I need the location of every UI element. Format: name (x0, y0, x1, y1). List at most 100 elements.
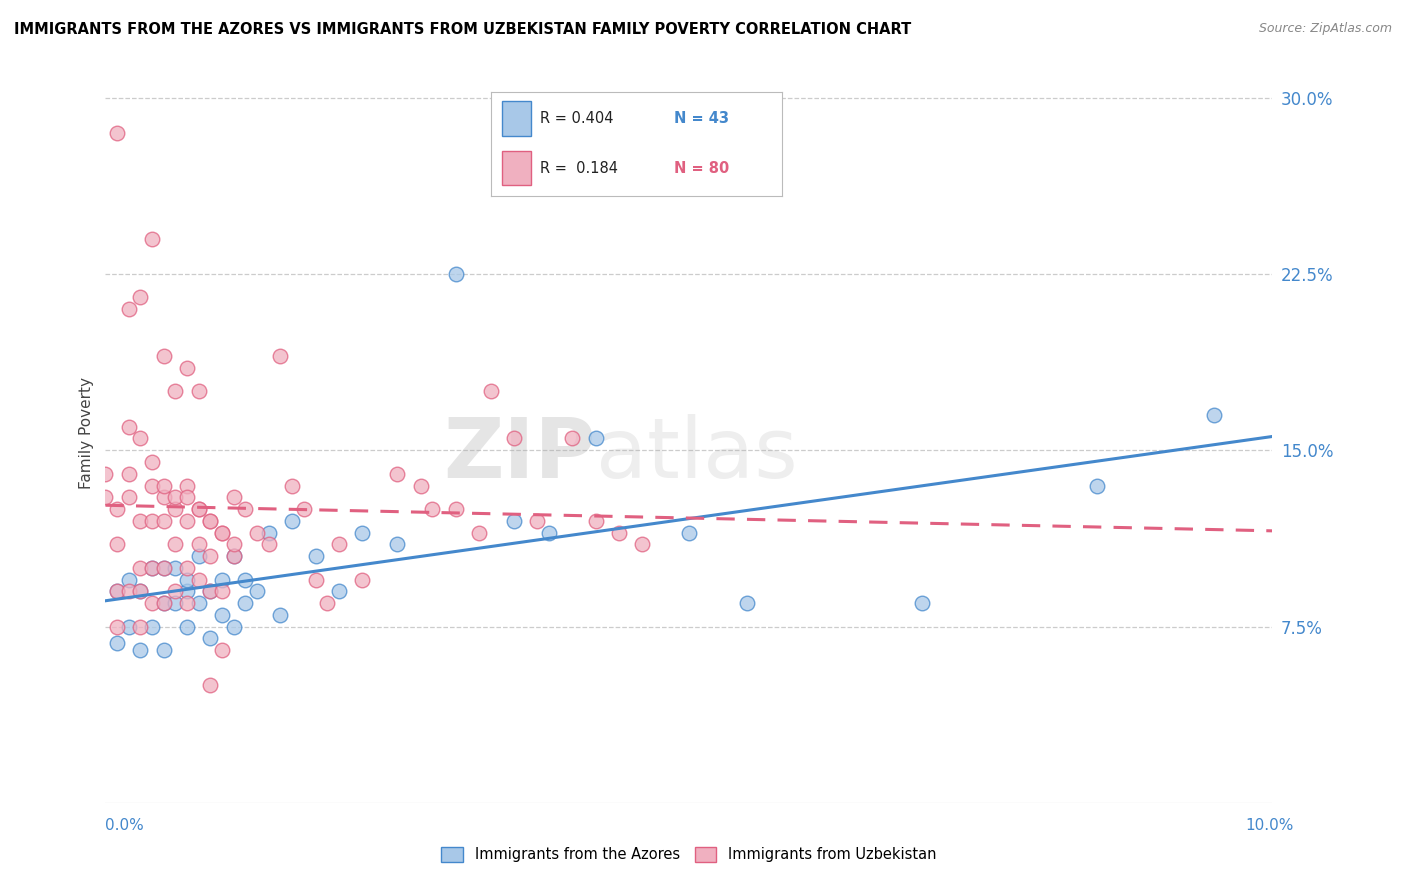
Point (187, 537, 209, 551)
Point (211, 643, 233, 657)
Point (176, 478, 198, 492)
Point (911, 596, 934, 610)
Point (118, 619, 141, 633)
Point (304, 573, 326, 587)
Point (304, 549, 326, 563)
Point (153, 514, 174, 528)
Point (165, 384, 187, 399)
Point (165, 561, 187, 575)
Point (176, 573, 198, 587)
Point (129, 643, 152, 657)
Point (281, 514, 304, 528)
Point (153, 349, 174, 363)
Point (129, 514, 152, 528)
Point (352, 525, 374, 540)
Point (176, 619, 198, 633)
Point (153, 561, 174, 575)
Point (165, 490, 187, 504)
Point (222, 537, 245, 551)
Point (246, 584, 269, 599)
Point (737, 596, 759, 610)
Point (153, 596, 174, 610)
Point (118, 584, 141, 599)
Point (176, 596, 198, 610)
Point (153, 561, 174, 575)
Point (129, 561, 152, 575)
Point (385, 537, 409, 551)
Point (129, 619, 152, 633)
Point (165, 537, 187, 551)
Text: Source: ZipAtlas.com: Source: ZipAtlas.com (1258, 22, 1392, 36)
Point (211, 525, 233, 540)
Point (409, 478, 432, 492)
Point (631, 537, 654, 551)
Point (211, 525, 233, 540)
Point (222, 619, 245, 633)
Point (118, 467, 141, 481)
Text: atlas: atlas (596, 414, 797, 495)
Point (153, 643, 174, 657)
Point (200, 678, 222, 692)
Y-axis label: Family Poverty: Family Poverty (79, 376, 94, 489)
Point (607, 525, 630, 540)
Point (105, 619, 128, 633)
Point (444, 502, 467, 516)
Point (176, 514, 198, 528)
Point (187, 596, 209, 610)
Point (129, 584, 152, 599)
Point (94, 490, 117, 504)
Point (165, 502, 187, 516)
Text: IMMIGRANTS FROM THE AZORES VS IMMIGRANTS FROM UZBEKISTAN FAMILY POVERTY CORRELAT: IMMIGRANTS FROM THE AZORES VS IMMIGRANTS… (14, 22, 911, 37)
Point (292, 502, 315, 516)
Point (537, 525, 560, 540)
Point (141, 561, 163, 575)
Point (257, 537, 280, 551)
Point (105, 537, 128, 551)
Point (187, 549, 209, 563)
Point (141, 619, 163, 633)
Point (105, 502, 128, 516)
Point (257, 525, 280, 540)
Point (141, 232, 163, 246)
Point (129, 432, 152, 446)
Point (118, 490, 141, 504)
Point (585, 432, 607, 446)
Point (235, 573, 257, 587)
Point (585, 514, 607, 528)
Point (105, 636, 128, 650)
Point (141, 514, 163, 528)
Point (561, 432, 583, 446)
Point (211, 573, 233, 587)
Point (165, 596, 187, 610)
Point (187, 384, 209, 399)
Point (222, 490, 245, 504)
Text: 0.0%: 0.0% (105, 818, 145, 832)
Point (105, 126, 128, 140)
Point (503, 432, 526, 446)
Point (200, 514, 222, 528)
Point (1202, 408, 1225, 422)
Point (316, 596, 339, 610)
Point (105, 584, 128, 599)
Point (176, 361, 198, 376)
Point (269, 349, 292, 363)
Point (269, 607, 292, 622)
Point (141, 455, 163, 469)
Point (222, 549, 245, 563)
Point (105, 584, 128, 599)
Point (468, 525, 491, 540)
Point (118, 419, 141, 434)
Point (153, 596, 174, 610)
Point (328, 537, 350, 551)
Point (118, 302, 141, 317)
Point (187, 502, 209, 516)
Point (200, 549, 222, 563)
Point (420, 502, 443, 516)
Point (141, 478, 163, 492)
Point (165, 584, 187, 599)
Point (444, 267, 467, 281)
Point (200, 514, 222, 528)
Point (479, 384, 502, 399)
Point (176, 490, 198, 504)
Point (176, 584, 198, 599)
